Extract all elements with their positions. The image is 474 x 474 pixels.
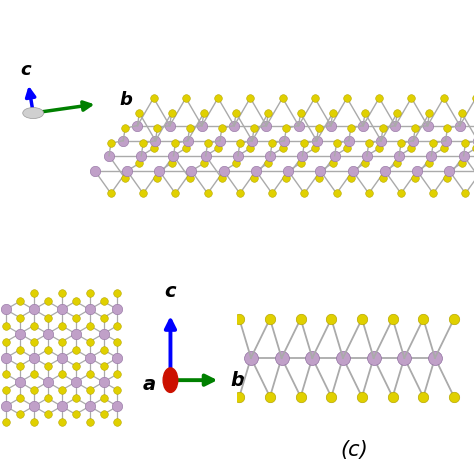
Text: (c): (c) (340, 440, 368, 460)
Text: c: c (21, 61, 31, 79)
Circle shape (23, 108, 44, 118)
Circle shape (163, 368, 178, 392)
Text: a: a (143, 375, 156, 394)
Text: c: c (164, 282, 176, 301)
Text: b: b (120, 91, 133, 109)
Text: b: b (230, 371, 245, 390)
